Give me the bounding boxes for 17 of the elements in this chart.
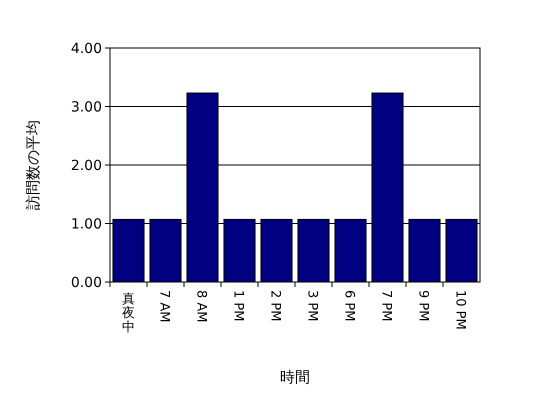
y-tick-label: 0.00 [70,275,102,291]
y-tick-label: 2.00 [70,158,102,174]
x-axis-title: 時間 [280,368,310,386]
x-tick-label: 3 PM [304,290,320,322]
x-tick-label: 8 AM [194,290,208,323]
x-tick-label: 2 PM [268,290,282,322]
x-tick-label: 6 PM [342,290,356,322]
y-tick-label: 4.00 [70,41,102,57]
y-tick-label: 1.00 [70,216,102,232]
x-tick-label: 7 PM [378,290,394,322]
y-tick-label: 3.00 [70,100,102,116]
x-tick-label: 1 PM [230,290,246,322]
y-axis-title: 訪問数の平均 [24,120,42,210]
x-tick-label: 10 PM [452,290,468,330]
x-tick-label: 7 AM [156,290,172,323]
x-tick-label: 9 PM [416,290,430,322]
x-tick-label: 真夜中 [122,292,135,335]
